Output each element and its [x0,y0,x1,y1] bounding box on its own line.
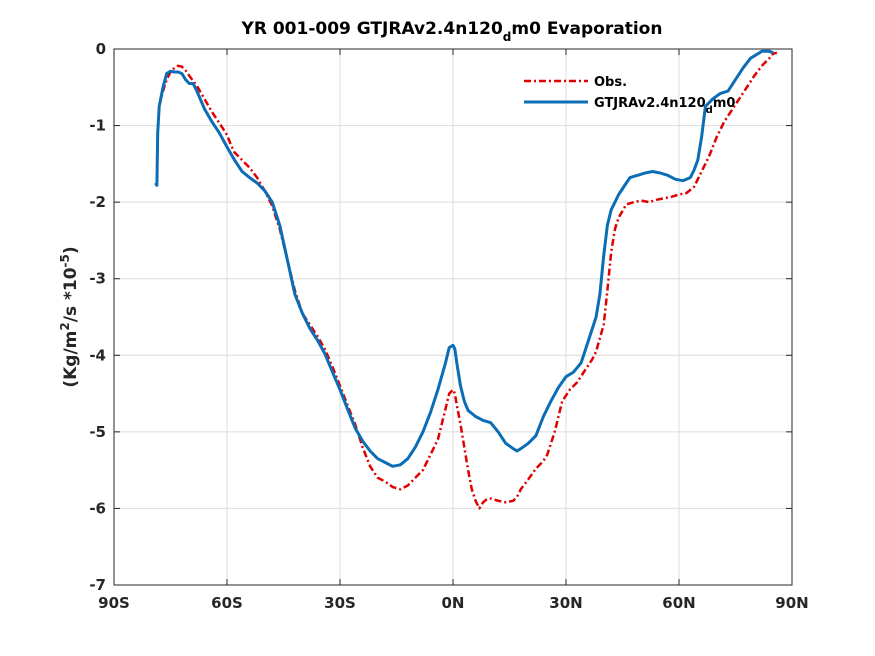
chart-title: YR 001-009 GTJRAv2.4n120dm0 Evaporation [241,19,663,44]
grid [113,48,793,586]
y-axis-label-main: (Kg/m [61,331,81,388]
series-layer [154,49,778,510]
x-tick-label: 60S [211,594,243,612]
legend: Obs. GTJRAv2.4n120dm0 [524,75,735,116]
y-tick-label: -5 [89,423,106,441]
legend-label-obs: Obs. [594,75,627,90]
x-tick-label: 90N [775,594,808,612]
y-tick-label: -4 [89,346,106,364]
x-tick-label: 90S [98,594,130,612]
y-axis-label-sup1: 2 [58,322,72,330]
y-tick-label: -1 [89,117,106,135]
x-tick-label: 30S [324,594,356,612]
y-tick-label: -7 [89,576,106,594]
x-tick-label: 60N [662,594,695,612]
series-line-model [154,49,774,468]
y-tick-label: -3 [89,270,106,288]
y-tick-label: -2 [89,193,106,211]
legend-label-model: GTJRAv2.4n120dm0 [594,96,735,116]
y-axis-label-mid: /s *10 [61,267,81,322]
legend-label-model-subscript: d [706,105,713,116]
x-tick-label: 30N [549,594,582,612]
legend-label-model-suffix: m0 [713,96,736,111]
ticks: 90S 60S 30S 0N 30N 60N 90N 0 -1 -2 -3 -4 -5 -6 -7 [89,40,808,612]
chart-title-main: YR 001-009 GTJRAv2.4n120 [241,19,503,39]
x-tick-label: 0N [442,594,465,612]
series-line-obs [157,51,778,510]
legend-label-model-main: GTJRAv2.4n120 [594,96,706,111]
chart-title-suffix: m0 Evaporation [511,19,662,39]
y-axis-label: (Kg/m2/s *10-5) [58,246,81,387]
y-tick-label: -6 [89,499,106,517]
y-axis-label-end: ) [61,246,81,254]
chart-title-subscript: d [503,30,512,44]
y-tick-label: 0 [96,40,106,58]
y-axis-label-sup2: -5 [58,254,72,267]
